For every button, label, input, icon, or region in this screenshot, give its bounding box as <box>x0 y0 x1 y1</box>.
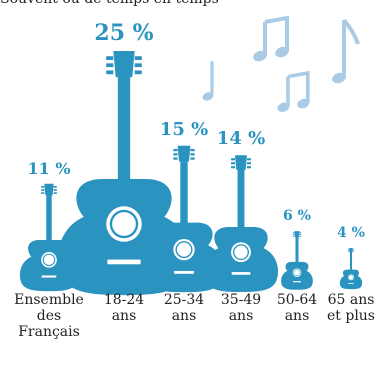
category-label-line: ans <box>284 308 310 324</box>
category-label-line: 50-64 <box>276 292 318 308</box>
category-label-line: ans <box>111 308 137 324</box>
category-label: Ensemble des Français <box>14 292 84 340</box>
category-label-line: et plus <box>326 308 375 324</box>
category-label-line: des <box>36 308 62 324</box>
category-label-line: ans <box>171 308 197 324</box>
category-label: 35-49 ans <box>221 292 261 324</box>
category-label-line: 65 ans <box>327 292 375 308</box>
guitar-bar <box>281 231 313 290</box>
category-label-line: 35-49 <box>220 292 262 308</box>
value-label: 14 % <box>216 128 266 150</box>
category-label-line: Ensemble <box>14 292 84 308</box>
guitar-bar <box>144 145 224 293</box>
category-label-line: ans <box>228 308 254 324</box>
music-note-icon <box>277 70 310 112</box>
category-label-line: 18-24 <box>103 292 145 308</box>
music-note-icon <box>253 15 289 62</box>
value-label: 6 % <box>283 208 311 225</box>
category-label: 25-34 ans <box>164 292 204 324</box>
category-label: 50-64 ans <box>277 292 317 324</box>
value-label: 11 % <box>27 158 71 178</box>
category-label: 18-24 ans <box>104 292 144 324</box>
value-label: 4 % <box>337 225 365 241</box>
value-label: 15 % <box>159 118 209 140</box>
chart-header: Souvent ou de temps en temps <box>0 0 375 11</box>
value-label: 25 % <box>94 20 154 46</box>
guitar-bar <box>339 248 363 290</box>
category-label-line: Français <box>18 324 80 340</box>
guitar-bar <box>203 155 279 292</box>
music-note-icon <box>332 18 360 84</box>
category-label: 65 ans et plus <box>327 292 375 324</box>
category-label-line: 25-34 <box>163 292 205 308</box>
music-note-icon <box>202 61 214 101</box>
